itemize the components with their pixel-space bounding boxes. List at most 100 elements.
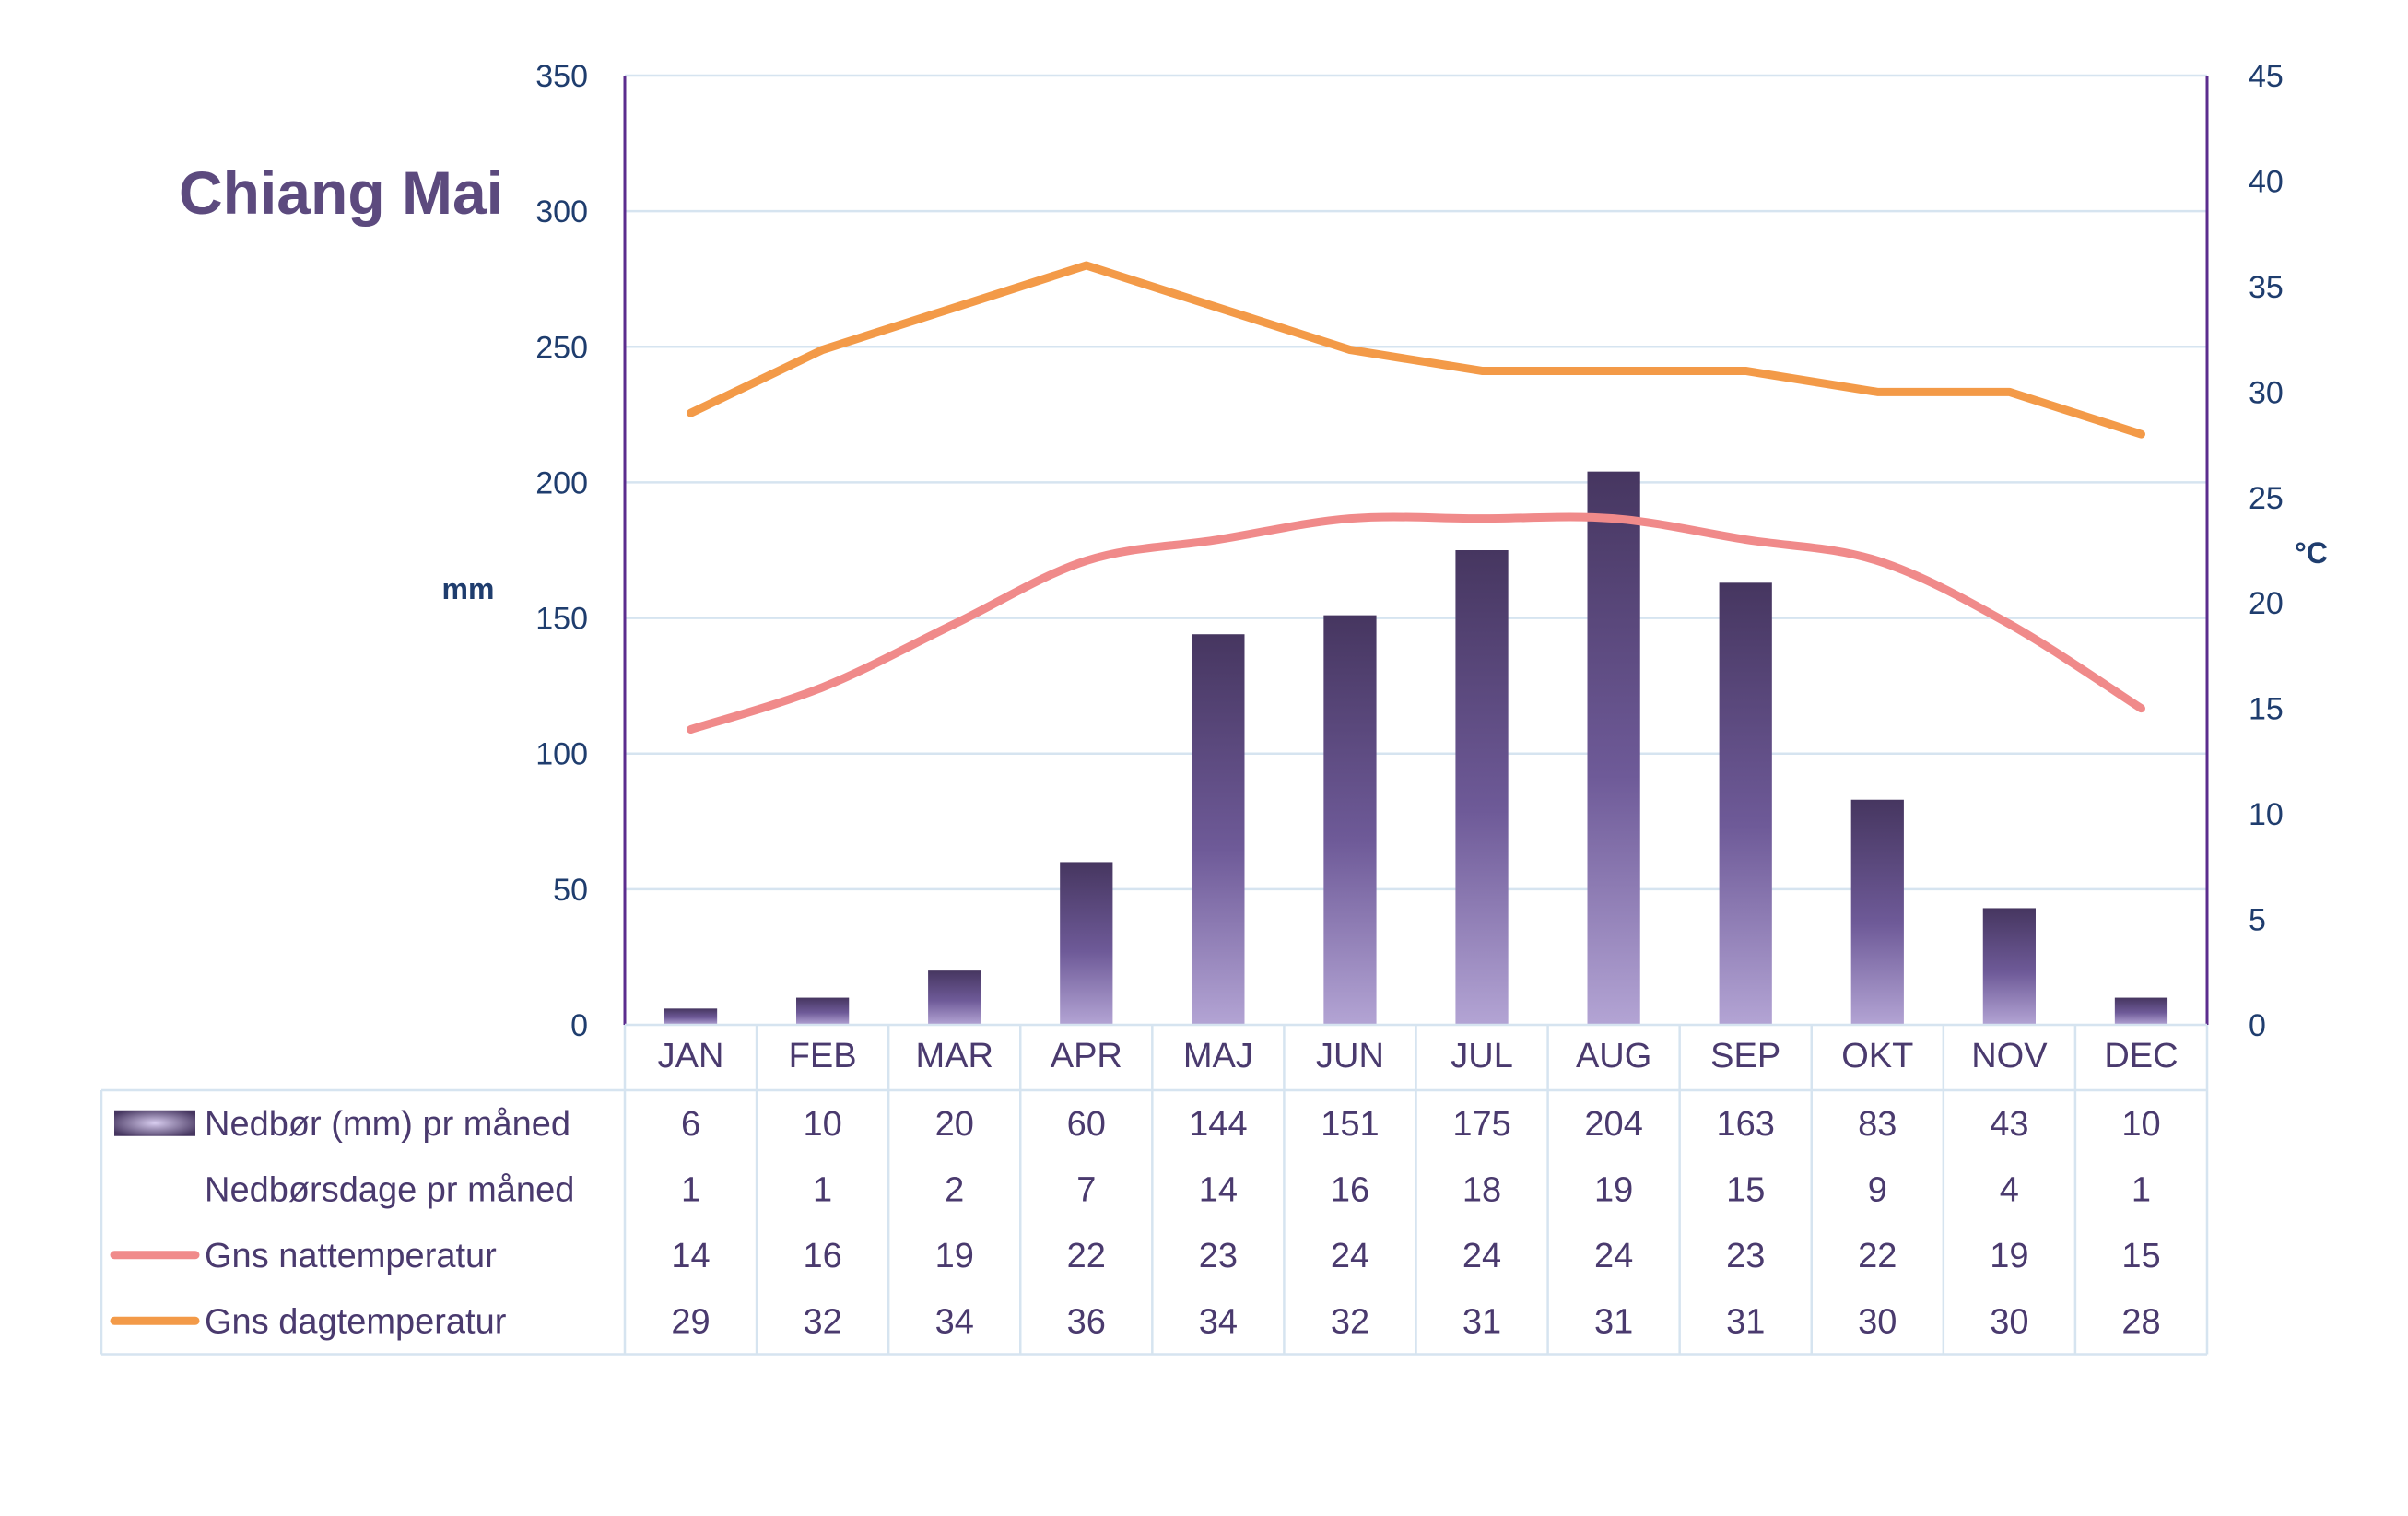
month-label: JAN bbox=[658, 1037, 724, 1075]
table-value: 31 bbox=[1594, 1302, 1633, 1341]
table-value: 2 bbox=[945, 1170, 964, 1209]
gridlines bbox=[625, 74, 2207, 891]
table-value: 29 bbox=[671, 1302, 710, 1341]
table-value: 7 bbox=[1076, 1170, 1096, 1209]
precipitation-bar bbox=[1192, 634, 1245, 1025]
y-tick-label: 300 bbox=[535, 194, 588, 229]
month-label: AUG bbox=[1576, 1037, 1651, 1075]
table-value: 22 bbox=[1858, 1237, 1897, 1275]
y2-tick-label: 10 bbox=[2249, 797, 2284, 832]
y-tick-label: 100 bbox=[535, 737, 588, 772]
month-label: OKT bbox=[1841, 1037, 1913, 1075]
table-value: 60 bbox=[1067, 1105, 1106, 1144]
y-tick-label: 0 bbox=[570, 1008, 588, 1043]
table-value: 151 bbox=[1321, 1105, 1379, 1144]
table-value: 43 bbox=[1990, 1105, 2028, 1144]
y-tick-label: 150 bbox=[535, 602, 588, 637]
table-value: 19 bbox=[1594, 1170, 1633, 1209]
y2-tick-label: 40 bbox=[2249, 164, 2284, 199]
table-value: 15 bbox=[1726, 1170, 1765, 1209]
y2-tick-label: 25 bbox=[2249, 481, 2284, 516]
table-value: 6 bbox=[681, 1105, 700, 1144]
table-value: 83 bbox=[1858, 1105, 1897, 1144]
series-name: Gns dagtemperatur bbox=[205, 1302, 507, 1341]
y2-tick-label: 45 bbox=[2249, 59, 2284, 94]
precipitation-bar bbox=[1455, 550, 1509, 1025]
table-value: 16 bbox=[1331, 1170, 1369, 1209]
precipitation-bar bbox=[2114, 997, 2168, 1025]
table-value: 16 bbox=[803, 1237, 841, 1275]
series-name: Gns nattemperatur bbox=[205, 1237, 497, 1275]
y2-axis-label: °C bbox=[2295, 536, 2328, 570]
y2-tick-label: 30 bbox=[2249, 375, 2284, 410]
month-label: MAJ bbox=[1183, 1037, 1253, 1075]
table-value: 1 bbox=[813, 1170, 832, 1209]
y2-tick-label: 20 bbox=[2249, 586, 2284, 621]
y2-tick-label: 5 bbox=[2249, 903, 2266, 938]
table-value: 24 bbox=[1594, 1237, 1633, 1275]
table-value: 10 bbox=[2121, 1105, 2160, 1144]
precipitation-bar bbox=[1982, 908, 2036, 1025]
table-value: 30 bbox=[1858, 1302, 1897, 1341]
precipitation-bar bbox=[1323, 615, 1377, 1025]
month-label: MAR bbox=[915, 1037, 993, 1075]
y2-tick-label: 15 bbox=[2249, 692, 2284, 727]
table-value: 19 bbox=[935, 1237, 974, 1275]
table-value: 15 bbox=[2121, 1237, 2160, 1275]
table-value: 23 bbox=[1726, 1237, 1765, 1275]
table-value: 10 bbox=[803, 1105, 841, 1144]
table-value: 31 bbox=[1462, 1302, 1501, 1341]
table-value: 22 bbox=[1067, 1237, 1106, 1275]
legend-key-bar bbox=[114, 1110, 195, 1136]
month-label: JUL bbox=[1451, 1037, 1513, 1075]
y-tick-label: 200 bbox=[535, 465, 588, 500]
y-tick-label: 250 bbox=[535, 330, 588, 365]
month-label: FEB bbox=[789, 1037, 857, 1075]
series-name: Nedbørsdage pr måned bbox=[205, 1170, 574, 1209]
table-value: 23 bbox=[1199, 1237, 1238, 1275]
precipitation-bar bbox=[1587, 471, 1640, 1026]
table-value: 14 bbox=[671, 1237, 710, 1275]
table-value: 204 bbox=[1584, 1105, 1642, 1144]
table-value: 31 bbox=[1726, 1302, 1765, 1341]
table-value: 24 bbox=[1462, 1237, 1501, 1275]
precipitation-bar bbox=[928, 970, 981, 1025]
axes: 0 50 100 150 200 250 300 350 0 5 10 15 20 25 30 35 40 45 bbox=[535, 59, 2284, 1043]
table-value: 14 bbox=[1199, 1170, 1238, 1209]
month-label: JUN bbox=[1316, 1037, 1384, 1075]
table-value: 20 bbox=[935, 1105, 974, 1144]
y-tick-label: 350 bbox=[535, 59, 588, 94]
precipitation-bar bbox=[664, 1008, 718, 1025]
month-label: APR bbox=[1051, 1037, 1122, 1075]
table-value: 163 bbox=[1717, 1105, 1775, 1144]
table-value: 24 bbox=[1331, 1237, 1369, 1275]
table-value: 175 bbox=[1452, 1105, 1510, 1144]
series-name: Nedbør (mm) pr måned bbox=[205, 1105, 570, 1144]
y2-tick-label: 35 bbox=[2249, 270, 2284, 305]
y-axis-label: mm bbox=[442, 572, 495, 605]
precipitation-bar bbox=[1850, 799, 1904, 1025]
table-value: 32 bbox=[803, 1302, 841, 1341]
precipitation-bars bbox=[664, 471, 2168, 1026]
table-value: 18 bbox=[1462, 1170, 1501, 1209]
data-table: JAN FEB MAR APR MAJ JUN JUL AUG SEP OKT NOV DEC Nedb… bbox=[100, 1025, 2209, 1356]
night-temperature-line bbox=[687, 512, 2145, 734]
table-value: 144 bbox=[1189, 1105, 1247, 1144]
y2-tick-label: 0 bbox=[2249, 1008, 2266, 1043]
y-tick-label: 50 bbox=[553, 873, 588, 908]
precipitation-bar bbox=[1719, 582, 1772, 1025]
table-value: 36 bbox=[1067, 1302, 1106, 1341]
table-value: 9 bbox=[1868, 1170, 1887, 1209]
day-temperature-line bbox=[687, 261, 2145, 439]
precipitation-bar bbox=[1060, 862, 1113, 1025]
table-value: 30 bbox=[1990, 1302, 2028, 1341]
month-label: NOV bbox=[1971, 1037, 2048, 1075]
table-value: 28 bbox=[2121, 1302, 2160, 1341]
table-value: 32 bbox=[1331, 1302, 1369, 1341]
month-label: SEP bbox=[1710, 1037, 1780, 1075]
month-label: DEC bbox=[2104, 1037, 2178, 1075]
table-value: 34 bbox=[935, 1302, 974, 1341]
precipitation-bar bbox=[796, 997, 850, 1025]
